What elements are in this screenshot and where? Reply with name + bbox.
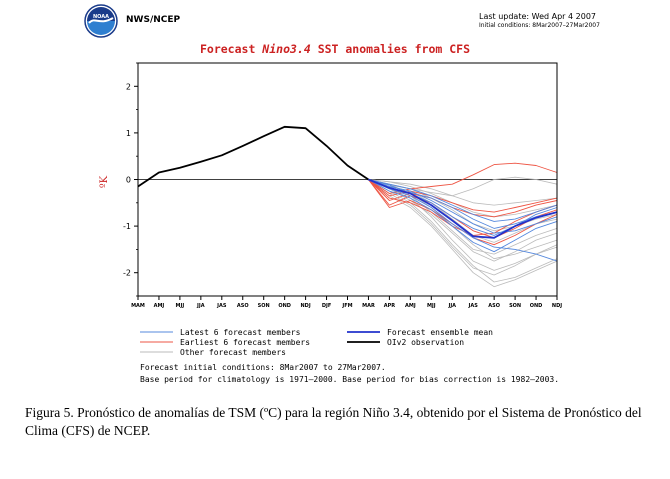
x-tick-label: OND [530,303,543,309]
y-tick-label: 0 [126,176,131,185]
earliest-member-line [368,179,558,218]
x-tick-label: MAR [362,303,375,309]
figure-caption: Figura 5. Pronóstico de anomalías de TSM… [25,405,642,438]
x-tick-label: JAS [468,303,479,309]
axes-layer: -2 -1 0 1 2 MAM AMJ MJJ JJA JAS ASO SON OND NDJ DJF JFM… [99,62,562,309]
x-tick-label: SON [509,303,521,309]
last-update: Last update: Wed Apr 4 2007 [479,12,596,21]
other-member-line [368,179,558,218]
observation-line [137,125,369,188]
initial-conditions: Initial conditions: 8Mar2007–27Mar2007 [479,22,600,29]
y-axis-label: ºK [99,175,110,188]
x-tick-label: ASO [237,303,249,309]
legend-layer: Latest 6 forecast members Forecast ensemb… [140,328,559,384]
noaa-logo-text: NOAA [93,14,109,20]
other-member-line [368,179,558,206]
chart-title-part: Nino3.4 [262,42,311,56]
chart-note: Base period for climatology is 1971–2000… [140,375,559,384]
latest-member-line [368,179,558,222]
legend-label: OIv2 observation [387,338,464,347]
main-series-layer [137,125,558,239]
x-tick-label: OND [278,303,291,309]
org-name: NWS/NCEP [126,15,181,25]
x-tick-label: JJA [196,303,205,309]
nino34-forecast-chart: -2 -1 0 1 2 MAM AMJ MJJ JJA JAS ASO SON OND NDJ DJF JFM… [99,62,562,384]
x-tick-label: NDJ [552,303,562,309]
x-tick-label: JAS [216,303,227,309]
legend-label: Latest 6 forecast members [180,328,301,337]
latest-member-line [368,179,558,262]
x-tick-label: ASO [488,303,500,309]
x-tick-label: NDJ [300,303,310,309]
y-tick-label: 1 [126,129,131,138]
latest-member-line [368,179,558,234]
chart-title-part: SST anomalies from CFS [310,42,471,56]
other-member-line [368,179,558,276]
x-tick-label: DJF [322,303,331,309]
chart-note: Forecast initial conditions: 8Mar2007 to… [140,363,386,372]
x-tick-label: JJA [447,303,456,309]
noaa-logo: NOAA [84,4,118,38]
chart-title: Forecast Nino3.4 SST anomalies from CFS [0,42,670,56]
y-tick-label: 2 [126,82,131,91]
x-tick-label: MJJ [176,303,185,309]
latest-member-line [368,179,558,253]
other-member-line [368,179,558,288]
x-tick-label: AMJ [154,303,165,309]
x-tick-label: SON [258,303,270,309]
legend-label: Earliest 6 forecast members [180,338,310,347]
y-tick-label: -1 [123,222,131,231]
x-tick-label: MJJ [427,303,436,309]
y-tick-label: -2 [123,269,131,278]
chart-title-part: Forecast [199,42,263,56]
x-tick-label: JFM [341,303,352,309]
x-tick-label: MAM [131,303,145,309]
ensemble-mean-line [368,178,558,239]
legend-label: Other forecast members [180,348,286,357]
legend-label: Forecast ensemble mean [387,328,493,337]
earliest-member-line [368,179,558,213]
x-tick-label: AMJ [405,303,416,309]
x-tick-label: APR [384,303,396,309]
